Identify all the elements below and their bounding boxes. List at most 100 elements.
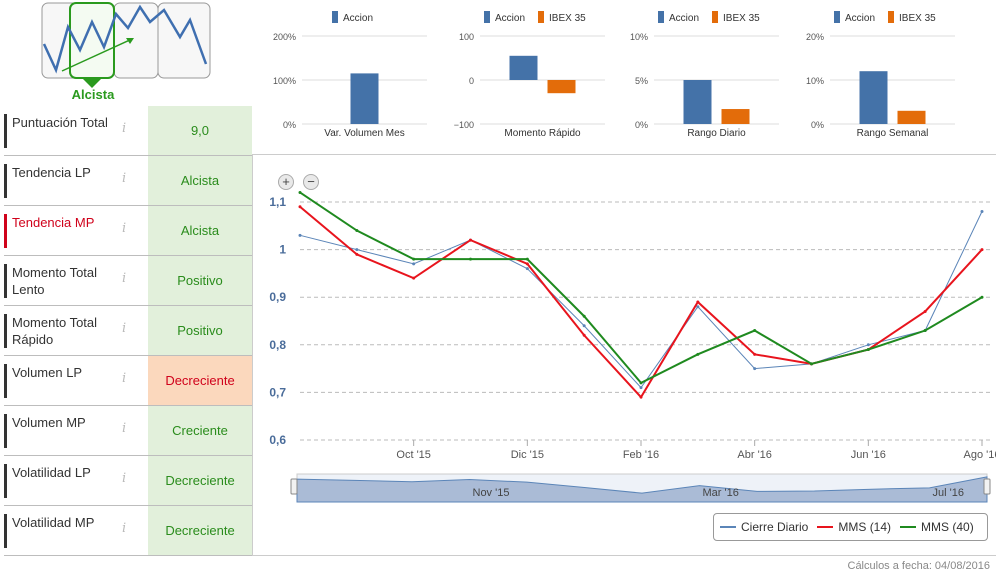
metric-row: Puntuación Total i 9,0	[4, 106, 252, 156]
data-point	[753, 352, 757, 356]
metric-row: Volumen LP i Decreciente	[4, 356, 252, 406]
info-icon[interactable]: i	[122, 321, 127, 336]
data-point	[298, 190, 302, 194]
info-icon[interactable]: i	[122, 471, 127, 486]
x-axis-label: Rango Semanal	[857, 128, 929, 139]
info-icon[interactable]: i	[122, 521, 127, 536]
info-icon[interactable]: i	[122, 421, 127, 436]
data-point	[980, 295, 984, 299]
metric-row: Tendencia LP i Alcista	[4, 156, 252, 206]
mini-chart-momento: Accion IBEX 35 100 0 −100 Momento Rápido	[440, 6, 610, 144]
metric-label: Volatilidad LP	[12, 465, 91, 480]
y-tick-label: −100	[454, 120, 474, 130]
navigator-handle-right[interactable]	[983, 478, 991, 495]
legend-label: Accion	[343, 13, 373, 24]
y-tick-label: 0	[469, 76, 474, 86]
legend-label: IBEX 35	[549, 13, 586, 24]
data-point	[525, 257, 529, 261]
legend-label: IBEX 35	[899, 13, 936, 24]
price-chart: 1,1 1 0,9 0,8 0,7 0,6 Oct '15 Dic '15 Feb '16 Abr…	[269, 190, 996, 503]
row-marker	[4, 464, 7, 498]
data-point	[696, 300, 700, 304]
info-icon[interactable]: i	[122, 271, 127, 286]
mini-chart-rango-semanal: Accion IBEX 35 20% 10% 0% Rango Semanal	[790, 6, 960, 144]
bar	[897, 110, 926, 124]
legend-mms14[interactable]: MMS (14)	[817, 520, 891, 534]
data-point	[469, 257, 472, 261]
data-point	[298, 205, 302, 209]
data-point	[355, 248, 359, 252]
metric-value: Alcista	[148, 206, 252, 255]
metric-value: 9,0	[148, 106, 252, 155]
bar	[350, 73, 379, 124]
data-point	[696, 305, 700, 309]
navigator-label: Jul '16	[933, 487, 964, 499]
bar	[683, 80, 712, 124]
mms14-swatch	[817, 526, 834, 528]
bar	[547, 80, 576, 94]
data-point	[525, 262, 529, 266]
x-tick-label: Dic '15	[511, 449, 544, 461]
legend-swatch	[538, 11, 544, 23]
series-line	[299, 211, 983, 389]
data-point	[753, 329, 757, 333]
row-marker	[4, 514, 7, 548]
series-line	[299, 205, 983, 399]
metric-label: Tendencia LP	[12, 165, 91, 180]
metric-row: Volatilidad MP i Decreciente	[4, 506, 252, 556]
y-tick-label: 0%	[635, 120, 648, 130]
legend-swatch	[834, 11, 840, 23]
data-point	[980, 210, 984, 214]
zoom-in-icon[interactable]: +	[278, 174, 294, 190]
mms40-swatch	[900, 526, 917, 528]
legend-daily[interactable]: Cierre Diario	[720, 520, 808, 534]
legend-swatch	[484, 11, 490, 23]
legend-mms40-label: MMS (40)	[921, 520, 974, 534]
legend-label: Accion	[669, 13, 699, 24]
info-icon[interactable]: i	[122, 371, 127, 386]
x-axis-label: Rango Diario	[687, 128, 746, 139]
y-tick-label: 100%	[273, 76, 296, 86]
metric-row: Volumen MP i Creciente	[4, 406, 252, 456]
y-tick-label: 5%	[635, 76, 648, 86]
info-icon[interactable]: i	[122, 171, 127, 186]
legend-swatch	[888, 11, 894, 23]
metric-value: Creciente	[148, 406, 252, 455]
data-point	[355, 229, 359, 233]
x-axis-label: Var. Volumen Mes	[324, 128, 404, 139]
row-marker	[4, 314, 7, 348]
bar	[859, 71, 888, 124]
x-axis-label: Momento Rápido	[504, 128, 581, 139]
mini-chart-volumen: Accion 200% 100% 0% Var. Volumen Mes	[262, 6, 432, 144]
info-icon[interactable]: i	[122, 221, 127, 236]
legend-daily-label: Cierre Diario	[741, 520, 809, 534]
metric-label: Puntuación Total	[12, 115, 108, 130]
row-marker	[4, 414, 7, 448]
legend-mms14-label: MMS (14)	[838, 520, 892, 534]
data-point	[582, 324, 586, 328]
y-tick-label: 200%	[273, 32, 296, 42]
metric-label: Volatilidad MP	[12, 515, 95, 530]
data-point	[355, 252, 359, 256]
trend-label: Alcista	[71, 87, 115, 102]
legend-mms40[interactable]: MMS (40)	[900, 520, 974, 534]
metric-row: Volatilidad LP i Decreciente	[4, 456, 252, 506]
row-marker	[4, 114, 7, 148]
metric-row: Momento Total Lento i Positivo	[4, 256, 252, 306]
data-point	[753, 367, 757, 371]
x-tick-label: Oct '15	[396, 449, 431, 461]
navigator-label: Mar '16	[703, 487, 739, 499]
data-point	[469, 238, 472, 242]
navigator-handle-left[interactable]	[290, 478, 298, 495]
legend-swatch	[712, 11, 718, 23]
main-chart-frame	[252, 154, 996, 556]
zoom-out-icon[interactable]: −	[303, 174, 319, 190]
metric-value: Decreciente	[148, 356, 252, 405]
data-point	[639, 381, 643, 385]
metric-label: Volumen LP	[12, 365, 83, 380]
row-marker	[4, 364, 7, 398]
info-icon[interactable]: i	[122, 121, 127, 136]
series-line	[299, 191, 983, 385]
y-tick-label: 1,1	[269, 195, 286, 209]
data-point	[582, 333, 586, 337]
